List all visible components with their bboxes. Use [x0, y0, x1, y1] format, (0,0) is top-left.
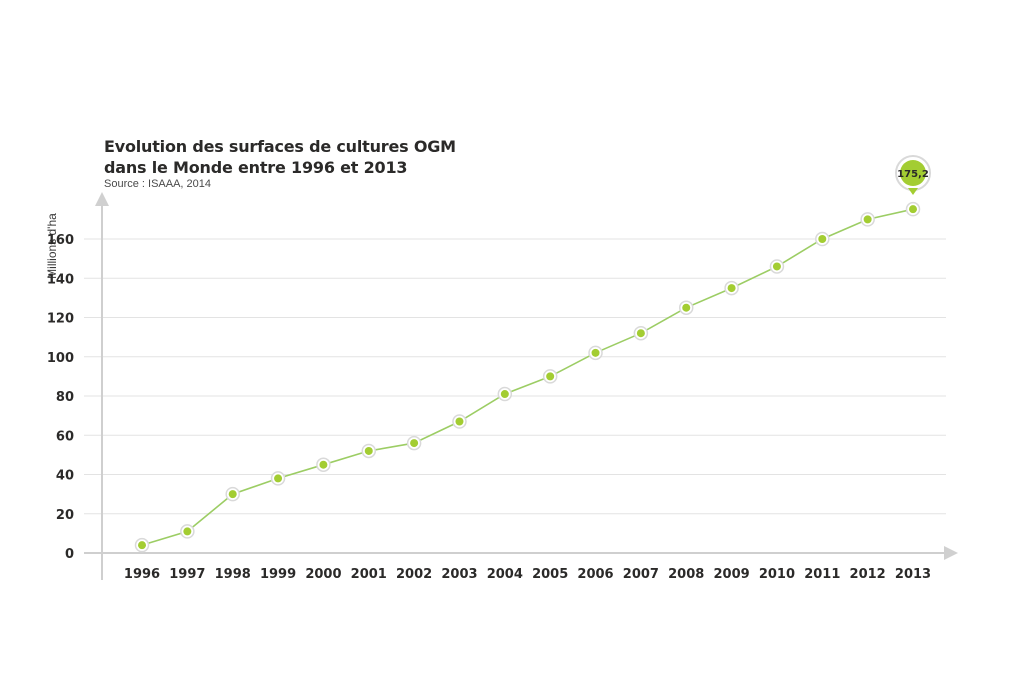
data-point-dot	[500, 390, 509, 399]
data-point	[134, 537, 150, 553]
x-tick-label: 2010	[759, 567, 795, 582]
y-tick-label: 160	[47, 233, 74, 248]
data-point-dot	[410, 439, 419, 448]
y-tick-label: 120	[47, 312, 74, 327]
data-point-dot	[636, 329, 645, 338]
y-tick-label: 0	[65, 547, 74, 562]
data-point	[860, 212, 875, 227]
data-point	[497, 386, 513, 402]
series-line	[141, 208, 914, 546]
x-tick-label: 2001	[351, 567, 387, 582]
x-tick-label: 2003	[441, 567, 477, 582]
data-point	[406, 435, 422, 451]
callout-value: 175,2	[897, 169, 929, 180]
data-point-dot	[772, 262, 781, 271]
data-point-dot	[319, 460, 328, 469]
chart-source: Source : ISAAA, 2014	[104, 178, 212, 190]
y-tick-label: 20	[56, 508, 74, 523]
data-point	[180, 524, 195, 539]
x-axis-arrow-icon	[944, 546, 958, 560]
data-point	[678, 300, 694, 315]
y-axis-label: Millions d'ha	[45, 213, 59, 279]
data-point-dot	[682, 303, 691, 312]
callout-pointer-icon	[908, 188, 918, 195]
y-tick-label: 40	[56, 469, 74, 484]
x-tick-label: 2000	[305, 567, 341, 582]
x-tick-label: 1997	[169, 567, 205, 582]
data-point	[270, 471, 286, 486]
data-point	[905, 201, 921, 217]
data-point	[316, 457, 331, 472]
x-tick-label: 2004	[487, 567, 523, 582]
data-point	[769, 259, 785, 274]
data-point	[724, 280, 739, 296]
value-callout: 175,2	[895, 155, 931, 195]
chart-title-line-2: dans le Monde entre 1996 et 2013	[104, 158, 408, 177]
data-point	[588, 345, 603, 361]
data-point	[452, 414, 467, 429]
x-tick-label: 2009	[713, 567, 749, 582]
axes	[84, 192, 958, 580]
data-point-dot	[909, 205, 917, 214]
y-tick-label: 100	[47, 351, 74, 366]
y-ticks: 0 20 40 60 80 100 120 140 160	[47, 233, 74, 562]
callout-bubble	[900, 160, 926, 186]
x-tick-label: 1996	[124, 567, 160, 582]
x-tick-label: 2007	[623, 567, 659, 582]
chart-title: Evolution des surfaces de cultures OGM d…	[104, 136, 456, 178]
data-point	[361, 443, 377, 459]
x-tick-label: 2012	[850, 567, 886, 582]
x-tick-label: 2008	[668, 567, 704, 582]
x-tick-label: 2002	[396, 567, 432, 582]
grid	[84, 238, 946, 515]
data-point-dot	[138, 541, 146, 550]
chart-title-line-1: Evolution des surfaces de cultures OGM	[104, 137, 456, 156]
data-point-dot	[455, 417, 464, 426]
data-point	[633, 325, 649, 341]
data-point-dot	[364, 446, 373, 455]
data-point-dot	[727, 284, 736, 293]
x-tick-label: 2005	[532, 567, 568, 582]
x-tick-label: 2011	[804, 567, 840, 582]
x-tick-label: 2013	[895, 567, 931, 582]
y-axis-arrow-icon	[95, 192, 109, 206]
data-point	[542, 369, 558, 384]
data-point-dot	[228, 490, 237, 499]
data-point	[815, 231, 830, 247]
y-tick-label: 80	[56, 390, 74, 405]
data-point-dot	[818, 235, 827, 243]
x-ticks: 1996 1997 1998 1999 2000 2001 2002 2003 2004 2005…	[124, 567, 931, 582]
x-tick-label: 1998	[215, 567, 251, 582]
data-point-dot	[863, 215, 872, 224]
x-tick-label: 2006	[577, 567, 613, 582]
data-points	[134, 201, 921, 553]
data-point-dot	[183, 527, 192, 536]
x-tick-label: 1999	[260, 567, 296, 582]
data-point-dot	[274, 474, 283, 483]
data-point-dot	[546, 372, 555, 381]
data-point	[225, 486, 240, 502]
y-tick-label: 140	[47, 272, 74, 287]
data-point-dot	[591, 348, 600, 357]
y-tick-label: 60	[56, 429, 74, 444]
